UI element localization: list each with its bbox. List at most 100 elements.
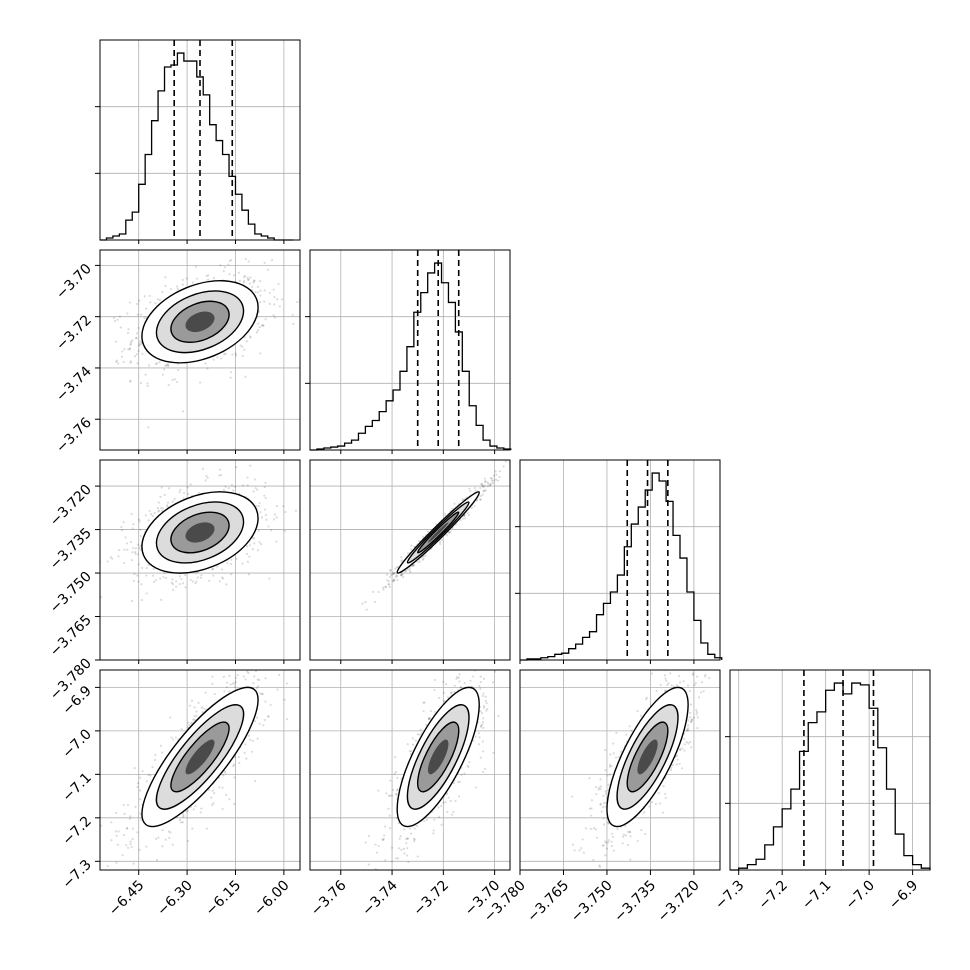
sample-point bbox=[110, 821, 113, 824]
sample-point bbox=[187, 492, 190, 496]
sample-point bbox=[167, 487, 171, 490]
sample-point bbox=[352, 903, 354, 905]
sample-point bbox=[233, 685, 237, 688]
sample-point bbox=[676, 758, 679, 761]
sample-point bbox=[267, 268, 270, 272]
sample-point bbox=[395, 792, 398, 796]
sample-point bbox=[408, 566, 411, 569]
sample-point bbox=[485, 702, 488, 705]
sample-point bbox=[292, 322, 295, 325]
sample-point bbox=[609, 753, 612, 756]
sample-point bbox=[683, 743, 686, 746]
sample-point bbox=[487, 482, 490, 485]
contour-line-0 bbox=[141, 491, 259, 574]
sample-point bbox=[457, 676, 460, 679]
sample-point bbox=[193, 706, 196, 709]
sample-point bbox=[184, 573, 187, 577]
sample-point bbox=[392, 571, 395, 574]
sample-point bbox=[177, 368, 180, 372]
sample-point bbox=[138, 299, 141, 302]
sample-point bbox=[237, 271, 240, 274]
sample-point bbox=[264, 700, 267, 703]
sample-point bbox=[232, 274, 236, 277]
sample-point bbox=[211, 675, 214, 678]
sample-point bbox=[444, 800, 447, 804]
sample-point bbox=[234, 676, 237, 679]
contour-line-0 bbox=[141, 686, 259, 828]
sample-point bbox=[498, 470, 501, 473]
sample-point bbox=[211, 567, 215, 571]
density-contours bbox=[141, 686, 259, 828]
sample-point bbox=[433, 710, 437, 714]
sample-point bbox=[479, 680, 482, 684]
sample-point bbox=[171, 578, 174, 581]
sample-point bbox=[155, 858, 159, 862]
sample-point bbox=[409, 832, 413, 835]
sample-point bbox=[131, 837, 134, 841]
sample-point bbox=[399, 835, 402, 838]
sample-point bbox=[153, 512, 156, 515]
sample-point bbox=[166, 504, 169, 507]
sample-point bbox=[663, 647, 665, 649]
sample-point bbox=[392, 573, 395, 576]
sample-point bbox=[256, 716, 259, 719]
sample-point bbox=[223, 690, 226, 693]
sample-point bbox=[138, 342, 141, 346]
sample-point bbox=[401, 575, 405, 579]
sample-point bbox=[494, 670, 497, 673]
sample-point bbox=[161, 507, 165, 510]
sample-point bbox=[475, 499, 478, 502]
sample-point bbox=[450, 691, 453, 694]
sample-point bbox=[495, 473, 498, 476]
sample-point bbox=[171, 588, 175, 591]
sample-point bbox=[492, 479, 495, 482]
sample-point bbox=[125, 542, 129, 545]
sample-point bbox=[453, 684, 456, 687]
sample-point bbox=[126, 312, 129, 315]
sample-point bbox=[233, 485, 237, 488]
sample-point bbox=[159, 495, 162, 498]
sample-point bbox=[201, 710, 204, 714]
sample-point bbox=[636, 710, 639, 713]
sample-point bbox=[268, 644, 270, 646]
sample-point bbox=[216, 565, 219, 568]
sample-point bbox=[406, 837, 410, 840]
sample-point bbox=[205, 274, 208, 278]
sample-point bbox=[259, 294, 262, 297]
sample-point bbox=[396, 578, 399, 582]
sample-point bbox=[479, 498, 482, 501]
sample-point bbox=[479, 687, 482, 690]
sample-point bbox=[178, 575, 181, 578]
sample-point bbox=[178, 491, 181, 494]
sample-point bbox=[621, 842, 624, 845]
sample-point bbox=[432, 829, 435, 832]
sample-point bbox=[186, 486, 189, 489]
sample-point bbox=[474, 735, 477, 738]
sample-point bbox=[400, 556, 403, 559]
sample-point bbox=[253, 542, 256, 545]
sample-point bbox=[413, 827, 416, 830]
sample-point bbox=[179, 488, 182, 491]
sample-point bbox=[189, 483, 192, 486]
sample-point bbox=[264, 496, 267, 500]
sample-point bbox=[392, 579, 395, 583]
sample-point bbox=[482, 721, 485, 724]
sample-point bbox=[139, 343, 142, 346]
sample-point bbox=[184, 586, 187, 589]
sample-point bbox=[199, 811, 202, 814]
sample-point bbox=[429, 717, 432, 720]
sample-point bbox=[276, 688, 279, 691]
sample-point bbox=[470, 506, 473, 509]
sample-point bbox=[279, 665, 281, 667]
sample-point bbox=[464, 517, 467, 520]
sample-point bbox=[472, 675, 475, 678]
sample-point bbox=[139, 776, 142, 779]
sample-point bbox=[469, 679, 472, 682]
sample-point bbox=[455, 665, 457, 667]
sample-point bbox=[449, 530, 452, 534]
sample-point bbox=[237, 755, 240, 759]
sample-point bbox=[181, 283, 184, 286]
sample-point bbox=[689, 703, 693, 706]
sample-point bbox=[137, 344, 141, 347]
sample-point bbox=[136, 362, 139, 365]
